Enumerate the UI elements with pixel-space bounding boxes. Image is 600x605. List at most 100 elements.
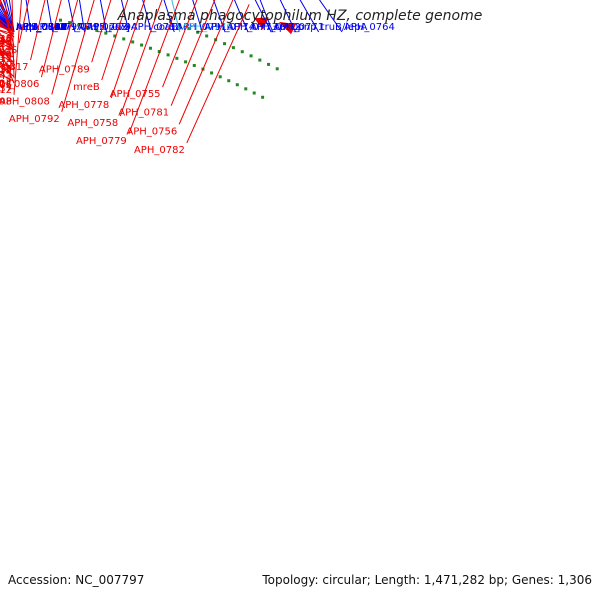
gene-callout-line — [163, 0, 175, 33]
gene-label: APH_0848 — [16, 22, 67, 33]
gene-label: APH_0835 — [0, 70, 12, 81]
gene-callout-line — [13, 0, 22, 95]
gene-label: APH_0797 — [33, 22, 84, 33]
gene-label: APH_0800 — [16, 22, 67, 33]
tick-dot — [68, 21, 72, 25]
gene-label: APH_0811 — [0, 54, 12, 65]
gene-callout-line — [318, 0, 343, 33]
tick-dot — [122, 37, 126, 41]
gene-label: APH_0817 — [0, 62, 29, 73]
tick-dot — [267, 62, 271, 66]
gene-label: ileS — [0, 45, 17, 56]
gene-label: APH_0829 — [0, 39, 12, 50]
gene-callout-line — [51, 0, 79, 95]
gene-callout-line — [171, 0, 181, 33]
tick-dot — [95, 28, 99, 32]
gene-label: APH_0821 — [16, 22, 67, 33]
gene-label: APH_0828 — [16, 22, 67, 33]
gene-label: APH_0838 — [0, 34, 12, 45]
gene-callout-line — [0, 1, 15, 33]
gene-callout-line — [40, 0, 62, 78]
gene-label: APH_0827 — [0, 78, 12, 89]
tick-dot — [252, 91, 256, 95]
tick-dot — [140, 43, 144, 47]
gene-label: APH_0795 — [55, 22, 106, 33]
gene-label: APH_0776 — [182, 22, 233, 33]
gene-callout-line — [30, 0, 46, 61]
gene-label: APH_0824 — [16, 22, 67, 33]
gene-callout-line — [254, 0, 272, 33]
tick-dot — [240, 50, 244, 54]
map-title: Anaplasma phagocytophilum HZ, complete g… — [117, 8, 483, 24]
gene-label: APH_0773 — [227, 22, 278, 33]
gene-label: APH_0845 — [16, 22, 67, 33]
gene-label: APH_0788 — [131, 22, 182, 33]
gene-label: APH_0807 — [0, 48, 12, 59]
gene-label: APH_0834 — [0, 34, 12, 45]
gene-label: APH_0804 — [16, 22, 67, 33]
tick-dot — [205, 34, 209, 38]
tick-dot — [192, 63, 196, 67]
gene-label: APH_0771 — [273, 22, 324, 33]
tick-dot — [187, 27, 191, 31]
gene-callout-line — [186, 4, 250, 144]
gene-callout-line — [213, 0, 226, 33]
tick-dot — [77, 23, 81, 27]
gene-label: APH_0782 — [134, 145, 185, 156]
gene-label: APH_0799 — [16, 22, 67, 33]
gene-label: APH_0846 — [16, 22, 67, 33]
gene-callout-line — [110, 0, 146, 99]
gene-label: APH_0779 — [76, 136, 127, 147]
gene-label: APH_0822 — [16, 22, 67, 33]
tick-dot — [231, 46, 235, 50]
gene-callout-line — [18, 0, 30, 44]
gene-label: APH_0803 — [16, 22, 67, 33]
gene-label: APH_0812 — [0, 85, 12, 96]
gene-label: APH_0772 — [250, 22, 301, 33]
tick-dot — [275, 67, 279, 71]
gene-label: APH_0789 — [39, 64, 90, 75]
gene-callout-line — [46, 0, 54, 33]
gene-label: APH_0756 — [126, 126, 177, 137]
gene-label: APH_0826 — [0, 34, 12, 45]
tick-dot — [166, 53, 170, 57]
gene-label: APH_0794 — [87, 22, 138, 33]
tick-dot — [227, 79, 231, 83]
gene-callout-line — [61, 0, 95, 112]
gene-label: APH_0806 — [0, 79, 39, 90]
gene-label: APH_0805 — [0, 80, 12, 91]
gene-callout-line — [120, 0, 130, 33]
gene-label: APH_0813 — [0, 34, 12, 45]
gene-callout-line — [78, 0, 86, 33]
gene-label: APH_0791 — [176, 22, 227, 33]
gene-callout-line — [8, 0, 15, 33]
gene-callout-line — [119, 0, 163, 117]
tick-dot — [178, 23, 182, 27]
gene-label: APH_0858 — [16, 22, 67, 33]
gene-label: APH_0755 — [110, 89, 161, 100]
gene-callout-line — [25, 0, 32, 33]
gene-callout-line — [91, 0, 112, 63]
tick-dot — [175, 56, 179, 60]
gene-label: nuoI — [16, 22, 38, 33]
gene-callout-line — [5, 0, 15, 33]
gene-label: APH_0764 — [344, 22, 395, 33]
gene-label: APH_0831 — [16, 22, 67, 33]
gene-callout-line — [299, 0, 320, 33]
tick-dot — [218, 75, 222, 79]
gene-callout-line — [4, 0, 15, 62]
gene-callout-line — [279, 0, 297, 33]
gene-label: APH_0781 — [118, 108, 169, 119]
gene-label: APH_0814 — [0, 79, 12, 90]
genome-summary: Topology: circular; Length: 1,471,282 bp… — [262, 573, 592, 587]
gene-label: APH_0839 — [0, 52, 12, 63]
tick-dot — [244, 87, 248, 91]
tick-dot — [148, 46, 152, 50]
gene-label: mreB — [73, 82, 100, 93]
gene-callout-line — [128, 0, 180, 135]
tick-dot — [131, 40, 135, 44]
gene-label: APH_0841 — [16, 22, 67, 33]
gene-callout-line — [99, 0, 108, 33]
tick-dot — [210, 71, 214, 75]
gene-callout-line — [2, 0, 15, 33]
